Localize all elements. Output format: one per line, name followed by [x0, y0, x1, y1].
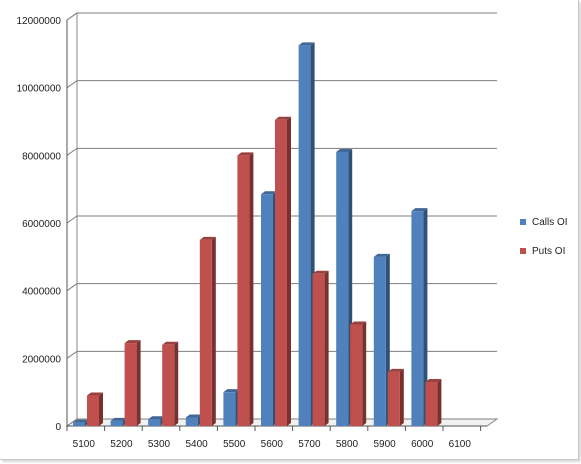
y-tick-label: 12000000	[17, 16, 62, 27]
puts-bar	[312, 273, 325, 426]
legend-label-calls: Calls OI	[532, 216, 568, 228]
legend-label-puts: Puts OI	[532, 245, 566, 257]
puts-bar-top	[124, 340, 141, 344]
calls-bar-top	[73, 419, 89, 423]
y-tick-label: 4000000	[22, 287, 61, 298]
puts-bar-top	[237, 152, 254, 156]
calls-bar	[110, 420, 123, 426]
legend: Calls OI Puts OI	[520, 215, 568, 273]
legend-swatch-puts	[520, 248, 526, 254]
x-tick-label: 5800	[336, 439, 359, 450]
calls-bar	[185, 417, 198, 426]
puts-bar	[237, 155, 250, 427]
x-tick-label: 5600	[261, 439, 284, 450]
gridline	[66, 283, 497, 292]
calls-bar-top	[110, 417, 127, 421]
puts-bar-top	[199, 236, 216, 240]
puts-bar	[350, 324, 363, 426]
calls-bar-side	[423, 208, 428, 426]
puts-bar	[162, 344, 175, 426]
puts-bar-side	[437, 379, 442, 426]
puts-bar	[124, 343, 137, 426]
puts-bar-side	[211, 236, 216, 426]
puts-bar	[387, 371, 400, 426]
x-tick-label: 5200	[110, 439, 133, 450]
gridline	[66, 80, 497, 89]
x-tick-label: 6000	[411, 439, 434, 450]
calls-bar	[336, 151, 349, 426]
calls-bar	[73, 422, 85, 426]
puts-bar-side	[324, 270, 329, 426]
x-tick-label: 5500	[223, 439, 246, 450]
puts-bar-top	[275, 116, 291, 120]
x-tick-label: 5300	[148, 439, 171, 450]
puts-bar-side	[287, 116, 291, 426]
puts-bar	[275, 119, 287, 426]
calls-bar-top	[223, 389, 240, 393]
puts-bar-top	[350, 321, 367, 325]
puts-bar	[87, 395, 99, 426]
y-tick-label: 0	[55, 422, 61, 433]
y-tick-label: 10000000	[17, 84, 62, 95]
calls-bar	[261, 194, 273, 426]
calls-bar-top	[148, 416, 165, 420]
calls-bar-top	[373, 253, 390, 257]
puts-bar-top	[162, 341, 179, 345]
calls-bar-top	[336, 148, 353, 152]
puts-bar	[425, 382, 438, 426]
puts-bar-side	[362, 321, 367, 426]
y-tick-label: 8000000	[22, 151, 61, 162]
x-tick-label: 5100	[73, 439, 96, 450]
puts-bar	[199, 239, 212, 426]
calls-bar	[373, 256, 386, 426]
calls-bar-top	[298, 42, 315, 46]
x-tick-label: 5900	[373, 439, 396, 450]
gridline	[66, 147, 497, 156]
puts-bar-top	[87, 392, 103, 396]
calls-bar	[411, 211, 424, 426]
gridline	[66, 215, 497, 224]
x-tick-label: 5700	[298, 439, 321, 450]
x-tick-label: 5400	[185, 439, 208, 450]
legend-item-calls: Calls OI	[520, 215, 568, 229]
legend-swatch-calls	[520, 219, 526, 225]
calls-bar	[148, 419, 161, 426]
calls-bar-top	[185, 414, 202, 418]
y-tick-label: 6000000	[22, 219, 61, 230]
puts-bar-top	[312, 270, 329, 274]
puts-bar-top	[387, 368, 404, 372]
puts-bar-side	[136, 340, 141, 426]
puts-bar-side	[249, 152, 254, 427]
puts-bar-side	[99, 392, 103, 426]
gridline	[66, 12, 497, 21]
puts-bar-side	[399, 368, 404, 426]
calls-bar-top	[411, 208, 428, 212]
calls-bar	[223, 392, 236, 426]
calls-bar-top	[261, 191, 277, 195]
puts-bar-side	[174, 341, 179, 426]
x-tick-label: 6100	[449, 439, 472, 450]
puts-bar-top	[425, 379, 442, 383]
y-tick-label: 2000000	[22, 354, 61, 365]
legend-item-puts: Puts OI	[520, 244, 568, 258]
calls-bar	[298, 45, 311, 426]
